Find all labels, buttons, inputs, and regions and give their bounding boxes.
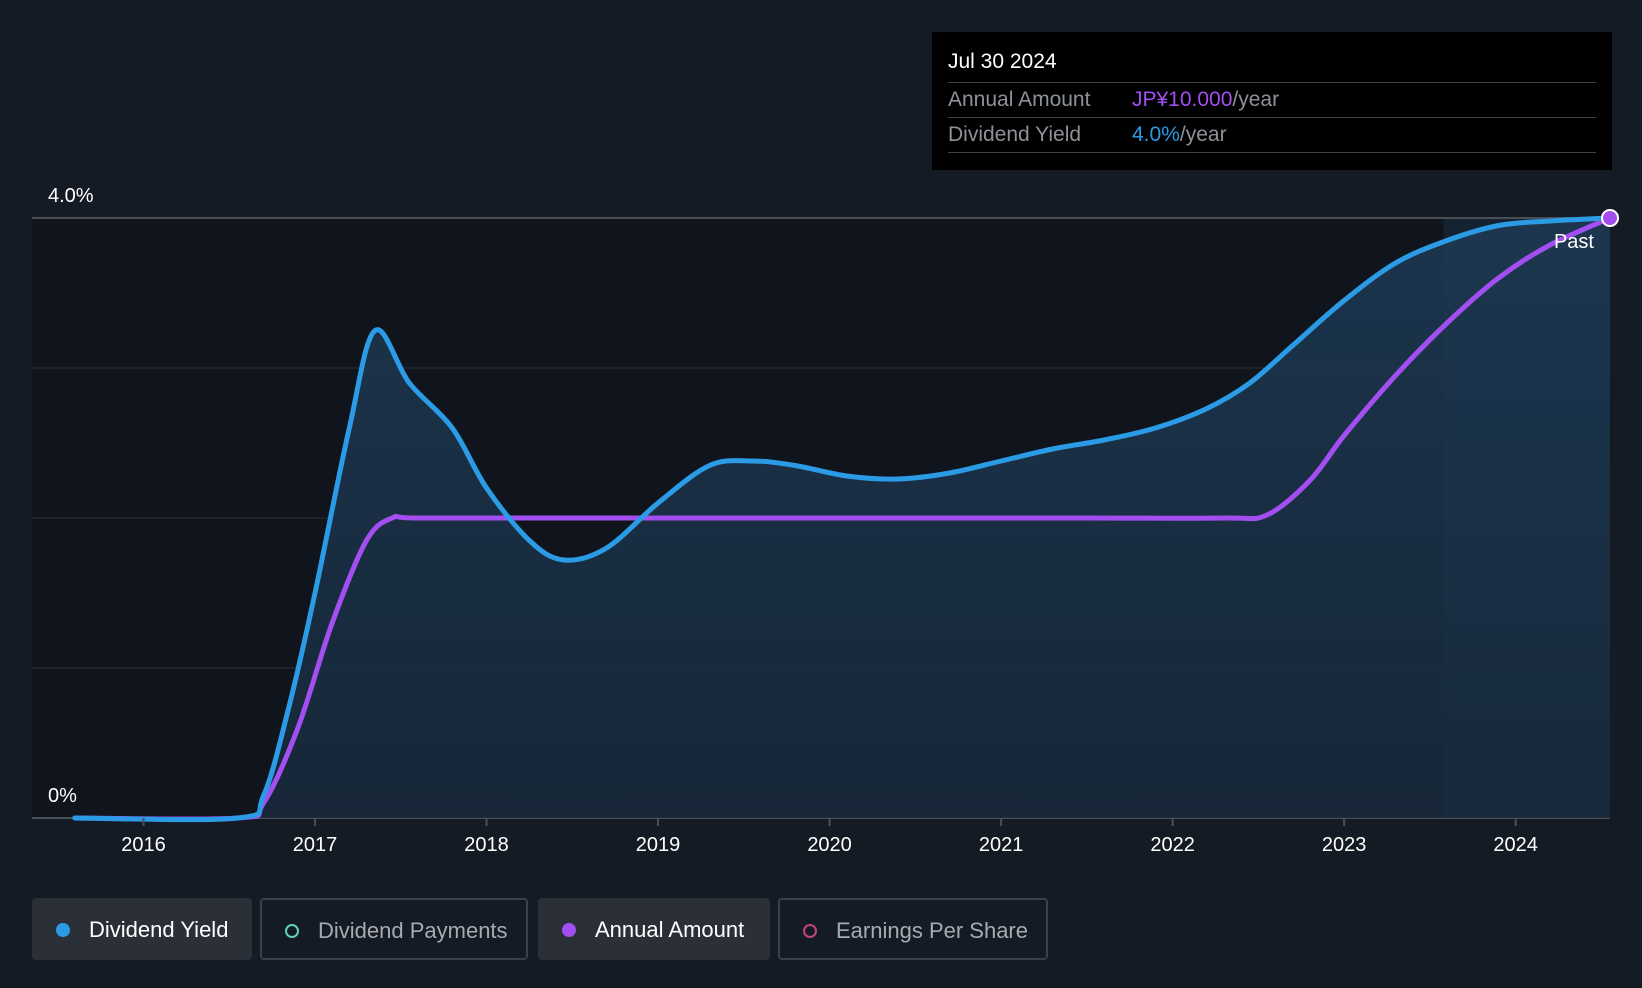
tooltip-row-dividend-yield: Dividend Yield 4.0%/year	[948, 118, 1596, 153]
legend-label: Dividend Yield	[89, 917, 229, 942]
dividend-yield-line	[72, 215, 1613, 823]
tooltip-label: Annual Amount	[948, 88, 1091, 111]
x-tick-label: 2021	[979, 834, 1024, 856]
legend-label: Annual Amount	[595, 917, 745, 942]
legend-annual-amount-button[interactable]: Annual Amount	[538, 898, 770, 960]
x-tick-label: 2019	[636, 834, 681, 856]
filled-dot-icon	[562, 923, 576, 937]
annual-amount-line	[72, 215, 1613, 822]
x-tick-label: 2023	[1322, 834, 1367, 856]
tooltip: Jul 30 2024 Annual Amount JP¥10.000/year …	[932, 32, 1612, 170]
tooltip-row-annual-amount: Annual Amount JP¥10.000/year	[948, 83, 1596, 118]
x-tick-label: 2020	[807, 834, 852, 856]
tooltip-value: JP¥10.000	[1132, 88, 1233, 111]
legend-label: Dividend Payments	[318, 918, 508, 943]
hollow-dot-icon	[803, 924, 817, 938]
tooltip-label: Dividend Yield	[948, 123, 1082, 146]
x-tick-label: 2018	[464, 834, 509, 856]
past-label: Past	[1554, 231, 1594, 253]
tooltip-value: 4.0%	[1132, 123, 1180, 146]
x-tick-label: 2017	[293, 834, 338, 856]
tooltip-date: Jul 30 2024	[948, 32, 1596, 83]
y-axis-label-bottom: 0%	[48, 785, 77, 807]
x-tick-label: 2022	[1150, 834, 1195, 856]
y-axis-label-top: 4.0%	[48, 185, 94, 207]
x-tick-label: 2016	[121, 834, 166, 856]
hollow-dot-icon	[285, 924, 299, 938]
tooltip-unit: /year	[1232, 88, 1280, 111]
legend-dividend-yield-button[interactable]: Dividend Yield	[32, 898, 252, 960]
legend-dividend-payments-button[interactable]: Dividend Payments	[260, 898, 528, 960]
tooltip-unit: /year	[1179, 123, 1227, 146]
x-tick-label: 2024	[1493, 834, 1538, 856]
legend-label: Earnings Per Share	[836, 918, 1028, 943]
annual-amount-end-marker	[1601, 209, 1619, 227]
filled-dot-icon	[56, 923, 70, 937]
legend-earnings-per-share-button[interactable]: Earnings Per Share	[778, 898, 1048, 960]
